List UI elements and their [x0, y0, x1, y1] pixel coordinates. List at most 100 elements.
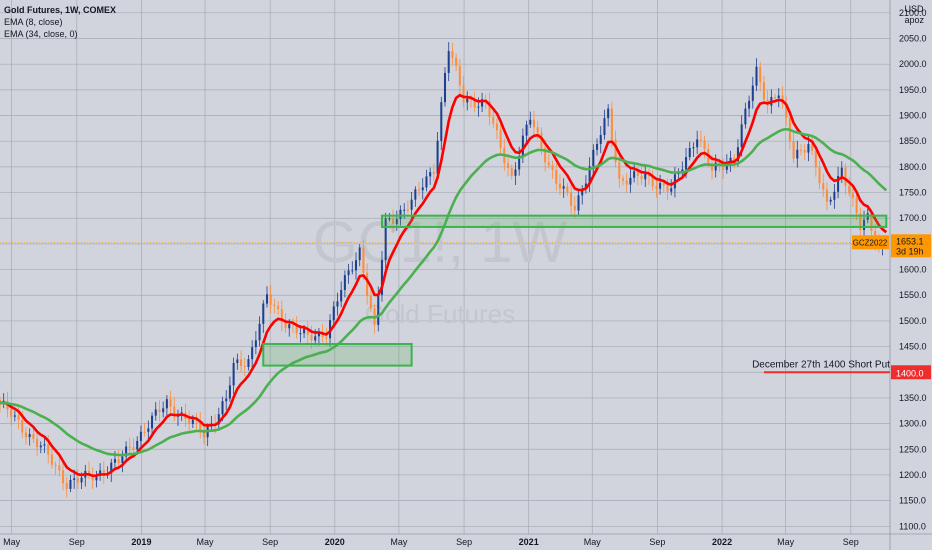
candle-body — [39, 445, 42, 448]
candle-body — [488, 101, 491, 117]
candle-body — [596, 143, 599, 150]
candle-body — [570, 192, 573, 206]
candle-body — [651, 176, 654, 187]
candle-body — [536, 127, 539, 133]
candle-body — [247, 359, 250, 368]
candle-body — [217, 414, 220, 425]
candle-body — [811, 144, 814, 151]
candle-body — [191, 419, 194, 424]
y-tick-label: 1100.0 — [899, 521, 926, 531]
candle-body — [666, 185, 669, 192]
candle-body — [455, 57, 458, 66]
candle-body — [240, 359, 243, 367]
candle-body — [722, 165, 725, 170]
candle-body — [162, 408, 165, 413]
candle-body — [17, 415, 20, 420]
short-put-price-label: 1400.0 — [896, 368, 924, 378]
candle-body — [132, 447, 135, 450]
candle-body — [759, 66, 762, 83]
candle-body — [748, 100, 751, 109]
x-tick-label: 2020 — [325, 537, 345, 547]
support-zone — [380, 214, 888, 228]
y-tick-label: 1500.0 — [899, 316, 927, 326]
candle-body — [310, 334, 313, 341]
candle-body — [362, 247, 365, 273]
candle-body — [825, 189, 828, 202]
candle-body — [380, 259, 383, 295]
candle-body — [829, 199, 832, 202]
candle-body — [799, 149, 803, 151]
candle-body — [751, 85, 754, 101]
candle-body — [510, 168, 513, 176]
candle-body — [340, 289, 343, 302]
candle-body — [662, 183, 665, 186]
candle-body — [295, 325, 298, 334]
candle-body — [169, 399, 172, 407]
candle-body — [228, 385, 231, 399]
candle-body — [47, 444, 50, 455]
candle-body — [139, 431, 142, 441]
candle-body — [710, 164, 714, 171]
candle-body — [848, 185, 851, 194]
candle-body — [392, 218, 395, 224]
candle-body — [562, 186, 565, 189]
candle-body — [406, 209, 409, 211]
candle-body — [410, 199, 413, 210]
candle-body — [855, 198, 858, 214]
candle-body — [514, 169, 517, 176]
x-tick-label: Sep — [649, 537, 665, 547]
candle-body — [325, 336, 328, 339]
candle-body — [740, 124, 743, 148]
candle-body — [447, 51, 450, 73]
candle-body — [844, 167, 847, 186]
candle-body — [58, 465, 61, 471]
candle-body — [633, 171, 636, 178]
candle-body — [621, 178, 625, 181]
y-tick-label: 1200.0 — [899, 470, 927, 480]
candle-body — [629, 177, 632, 185]
candle-body — [599, 135, 602, 144]
candle-body — [366, 272, 369, 296]
candle-body — [151, 415, 154, 429]
candle-body — [625, 180, 628, 185]
candle-body — [529, 119, 532, 125]
candle-body — [221, 401, 224, 415]
candle-body — [636, 171, 639, 176]
candle-body — [566, 186, 569, 193]
candle-body — [525, 124, 528, 136]
candle-body — [165, 399, 168, 409]
candle-body — [243, 366, 246, 368]
x-tick-label: Sep — [843, 537, 859, 547]
candle-body — [421, 187, 424, 191]
candle-body — [681, 169, 684, 172]
candle-body — [50, 454, 53, 465]
candle-body — [477, 106, 480, 108]
candle-body — [696, 139, 699, 148]
support-zone — [262, 343, 413, 367]
candle-body — [36, 438, 39, 448]
candle-body — [466, 98, 469, 103]
x-tick-label: May — [390, 537, 408, 547]
x-tick-label: 2022 — [712, 537, 732, 547]
y-tick-label: 2050.0 — [899, 34, 927, 44]
x-tick-label: 2021 — [519, 537, 539, 547]
candle-body — [143, 431, 146, 433]
candle-body — [113, 459, 116, 463]
y-tick-label: 1350.0 — [899, 393, 927, 403]
candle-body — [258, 323, 261, 341]
candle-body — [551, 165, 554, 170]
symbol-label: GCZ2022 — [853, 238, 888, 247]
candle-body — [332, 306, 335, 321]
chart-title: Gold Futures, 1W, COMEX — [4, 5, 117, 15]
candle-body — [121, 456, 124, 464]
y-tick-label: 1850.0 — [899, 136, 927, 146]
candle-body — [432, 172, 435, 174]
candle-body — [462, 85, 465, 103]
candle-body — [744, 108, 747, 125]
candle-body — [736, 147, 739, 162]
candle-body — [399, 209, 402, 220]
candle-body — [377, 294, 380, 325]
x-tick-label: May — [3, 537, 21, 547]
candle-body — [851, 193, 854, 199]
